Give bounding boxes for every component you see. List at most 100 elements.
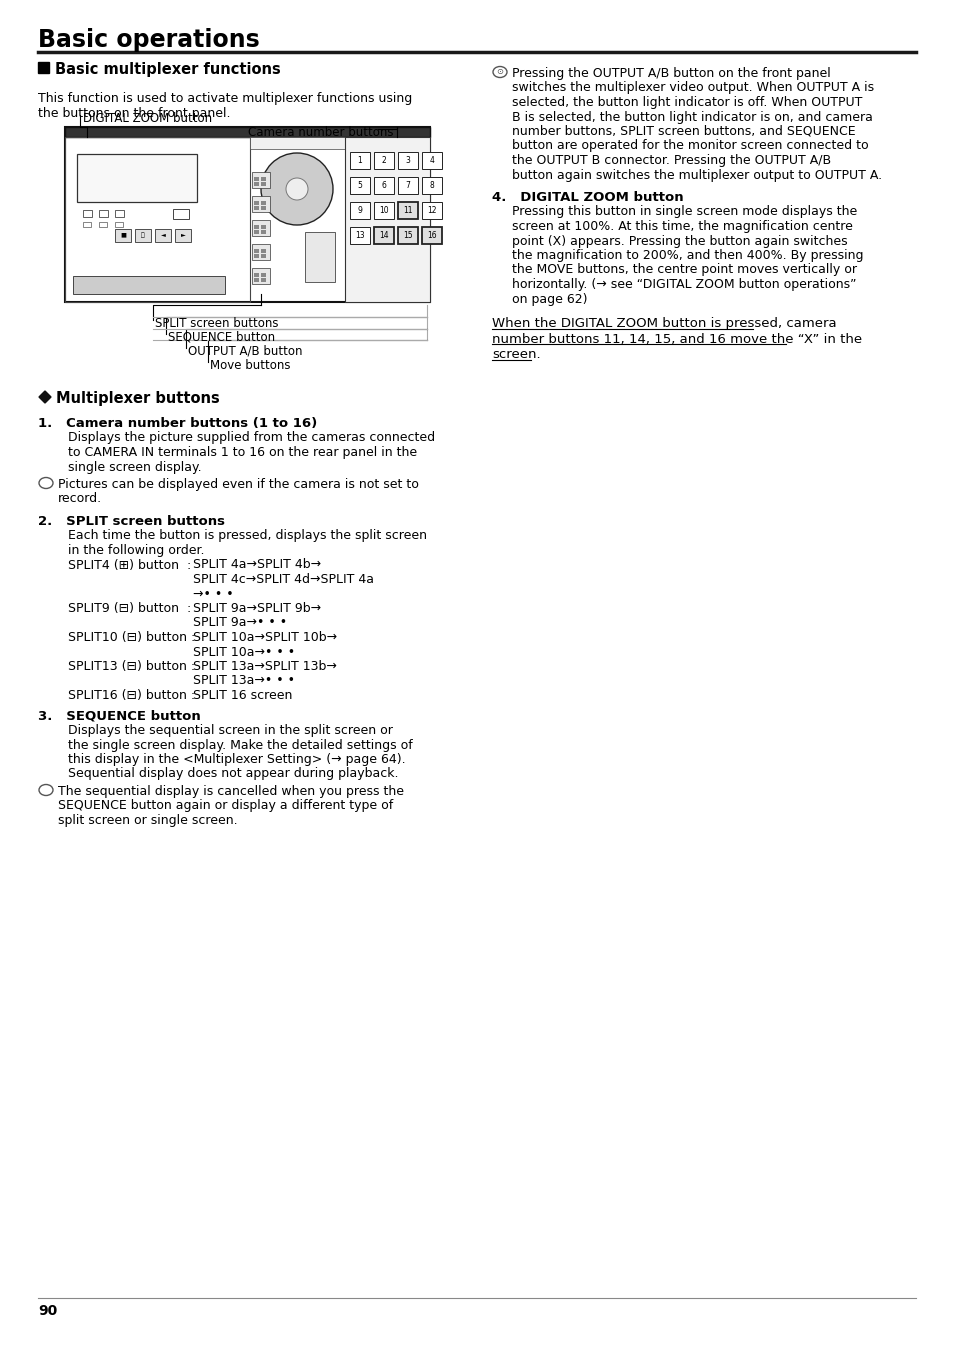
Bar — [253, 201, 258, 204]
Bar — [261, 273, 266, 277]
Text: SPLIT 10a→SPLIT 10b→: SPLIT 10a→SPLIT 10b→ — [193, 630, 336, 644]
Text: in the following order.: in the following order. — [68, 544, 204, 558]
Text: on page 62): on page 62) — [512, 293, 587, 305]
Bar — [350, 202, 370, 219]
Bar — [250, 136, 345, 148]
Text: SPLIT 4c→SPLIT 4d→SPLIT 4a: SPLIT 4c→SPLIT 4d→SPLIT 4a — [193, 572, 374, 586]
Bar — [252, 171, 270, 188]
Text: the single screen display. Make the detailed settings of: the single screen display. Make the deta… — [68, 738, 413, 752]
Text: SPLIT10 (⊟) button :: SPLIT10 (⊟) button : — [68, 630, 199, 644]
Circle shape — [261, 153, 333, 225]
Text: ◄: ◄ — [160, 232, 165, 238]
Bar — [374, 202, 394, 219]
Text: 16: 16 — [427, 231, 436, 240]
Text: the MOVE buttons, the centre point moves vertically or: the MOVE buttons, the centre point moves… — [512, 263, 856, 277]
Text: SPLIT 9a→• • •: SPLIT 9a→• • • — [193, 617, 287, 629]
Bar — [99, 221, 107, 227]
Bar — [83, 211, 91, 217]
Text: SEQUENCE button again or display a different type of: SEQUENCE button again or display a diffe… — [58, 799, 393, 813]
Bar — [350, 153, 370, 169]
Text: ■: ■ — [120, 232, 126, 238]
Bar — [421, 177, 441, 194]
Text: Pressing this button in single screen mode displays the: Pressing this button in single screen mo… — [512, 205, 857, 219]
Bar — [77, 154, 196, 202]
Text: SPLIT13 (⊟) button :: SPLIT13 (⊟) button : — [68, 660, 199, 674]
Text: record.: record. — [58, 493, 102, 505]
Text: 3: 3 — [405, 157, 410, 165]
Text: 4.   DIGITAL ZOOM button: 4. DIGITAL ZOOM button — [492, 190, 683, 204]
Text: Move buttons: Move buttons — [210, 359, 291, 373]
Polygon shape — [39, 392, 51, 404]
Text: SPLIT 9a→SPLIT 9b→: SPLIT 9a→SPLIT 9b→ — [193, 602, 321, 616]
Bar — [253, 254, 258, 258]
Text: 11: 11 — [403, 207, 413, 215]
Text: SEQUENCE button: SEQUENCE button — [168, 331, 274, 344]
Text: SPLIT 16 screen: SPLIT 16 screen — [193, 688, 292, 702]
Bar — [397, 227, 417, 244]
Text: button again switches the multiplexer output to OUTPUT A.: button again switches the multiplexer ou… — [512, 169, 882, 181]
Text: the OUTPUT B connector. Pressing the OUTPUT A/B: the OUTPUT B connector. Pressing the OUT… — [512, 154, 830, 167]
Bar — [305, 232, 335, 282]
Text: switches the multiplexer video output. When OUTPUT A is: switches the multiplexer video output. W… — [512, 81, 873, 95]
Text: to CAMERA IN terminals 1 to 16 on the rear panel in the: to CAMERA IN terminals 1 to 16 on the re… — [68, 446, 416, 459]
Text: 3.   SEQUENCE button: 3. SEQUENCE button — [38, 710, 200, 722]
Text: Sequential display does not appear during playback.: Sequential display does not appear durin… — [68, 768, 398, 780]
Text: Displays the sequential screen in the split screen or: Displays the sequential screen in the sp… — [68, 724, 393, 737]
Bar — [421, 202, 441, 219]
Text: 13: 13 — [355, 231, 364, 240]
Bar — [73, 275, 225, 294]
Text: SPLIT screen buttons: SPLIT screen buttons — [154, 317, 278, 329]
Bar — [252, 269, 270, 284]
Bar — [135, 230, 151, 242]
Text: Multiplexer buttons: Multiplexer buttons — [56, 392, 219, 406]
Text: 10: 10 — [378, 207, 389, 215]
Bar — [261, 182, 266, 186]
Bar — [421, 227, 441, 244]
Text: single screen display.: single screen display. — [68, 460, 201, 474]
Bar — [174, 230, 191, 242]
Bar — [252, 196, 270, 212]
Bar — [374, 153, 394, 169]
Bar — [261, 230, 266, 234]
Bar — [115, 221, 123, 227]
Text: screen at 100%. At this time, the magnification centre: screen at 100%. At this time, the magnif… — [512, 220, 852, 234]
Bar — [38, 62, 49, 73]
Bar — [154, 230, 171, 242]
Text: Basic multiplexer functions: Basic multiplexer functions — [55, 62, 280, 77]
Text: this display in the <Multiplexer Setting> (→ page 64).: this display in the <Multiplexer Setting… — [68, 753, 405, 765]
Text: SPLIT9 (⊟) button  :: SPLIT9 (⊟) button : — [68, 602, 199, 616]
Bar — [115, 211, 124, 217]
Bar — [397, 177, 417, 194]
Bar — [252, 244, 270, 261]
Bar — [261, 207, 266, 211]
Text: 7: 7 — [405, 181, 410, 190]
Bar — [253, 207, 258, 211]
Text: SPLIT 4a→SPLIT 4b→: SPLIT 4a→SPLIT 4b→ — [193, 559, 321, 571]
Text: SPLIT 13a→SPLIT 13b→: SPLIT 13a→SPLIT 13b→ — [193, 660, 336, 674]
Bar — [397, 153, 417, 169]
Bar — [253, 224, 258, 228]
Bar — [345, 136, 430, 302]
Text: button are operated for the monitor screen connected to: button are operated for the monitor scre… — [512, 139, 868, 153]
Bar — [65, 127, 430, 136]
Text: This function is used to activate multiplexer functions using: This function is used to activate multip… — [38, 92, 412, 105]
Text: Camera number buttons: Camera number buttons — [248, 126, 393, 139]
Text: 90: 90 — [38, 1304, 57, 1318]
Bar — [374, 227, 394, 244]
Text: the buttons on the front panel.: the buttons on the front panel. — [38, 107, 231, 120]
Text: SPLIT 13a→• • •: SPLIT 13a→• • • — [193, 675, 294, 687]
Bar — [172, 209, 189, 219]
Text: SPLIT16 (⊟) button :: SPLIT16 (⊟) button : — [68, 688, 199, 702]
Bar — [253, 177, 258, 181]
Bar — [253, 182, 258, 186]
Text: When the DIGITAL ZOOM button is pressed, camera: When the DIGITAL ZOOM button is pressed,… — [492, 317, 836, 329]
Text: horizontally. (→ see “DIGITAL ZOOM button operations”: horizontally. (→ see “DIGITAL ZOOM butto… — [512, 278, 856, 292]
Text: 1.   Camera number buttons (1 to 16): 1. Camera number buttons (1 to 16) — [38, 417, 317, 431]
Bar — [261, 278, 266, 282]
Text: 15: 15 — [403, 231, 413, 240]
Bar — [397, 202, 417, 219]
Bar — [65, 127, 430, 302]
Text: OUTPUT A/B button: OUTPUT A/B button — [188, 346, 302, 358]
Bar — [253, 230, 258, 234]
Bar — [421, 153, 441, 169]
